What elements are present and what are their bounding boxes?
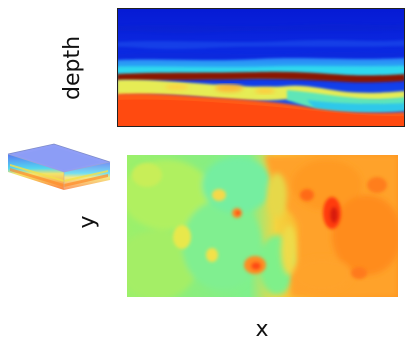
depth-axis-label: depth [60,35,85,101]
x-axis-label: x [255,317,269,342]
cross-section-panel [117,8,405,127]
volume-thumbnail-icon [7,143,111,190]
map-slice-panel [127,155,398,297]
y-axis-label: y [75,215,100,229]
